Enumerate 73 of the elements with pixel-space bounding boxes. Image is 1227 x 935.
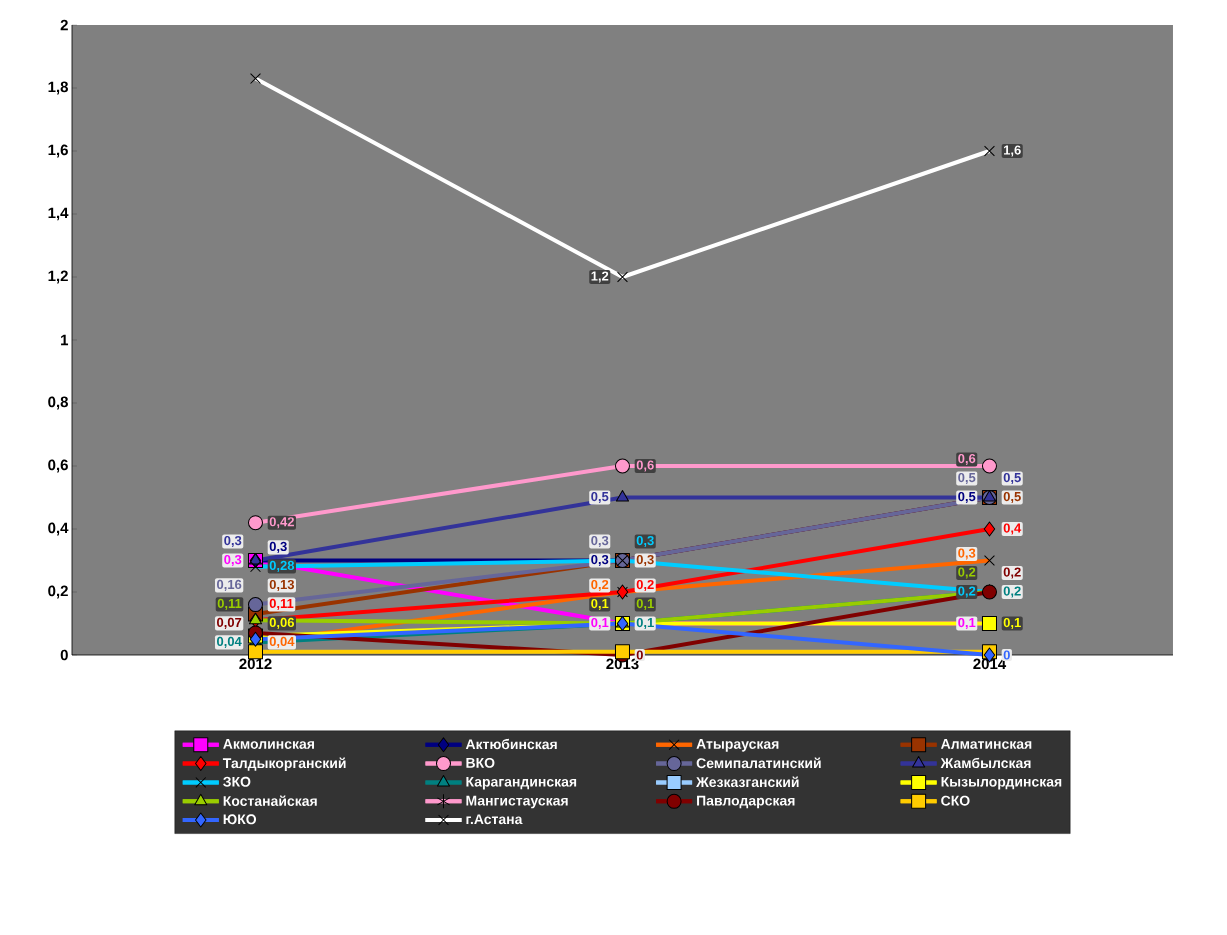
data-label: 0,1 [636, 598, 654, 611]
data-label: 0,1 [591, 598, 609, 611]
data-label: 0,04 [217, 636, 242, 648]
legend-label: Кызылординская [941, 776, 1062, 790]
data-label: 0,16 [217, 579, 242, 591]
y-tick-label: 1,8 [48, 81, 68, 95]
data-label: 1,2 [591, 271, 609, 283]
legend-label: ВКО [466, 757, 495, 768]
legend-label: Павлодарская [697, 795, 795, 809]
data-label: 0 [636, 650, 643, 660]
data-label: 0,07 [217, 617, 242, 629]
data-label: 0,1 [1003, 617, 1021, 630]
legend-label: Жамбылская [940, 757, 1031, 769]
y-tick-label: 1 [61, 334, 69, 346]
data-label: 0,3 [269, 541, 287, 553]
data-label: 0,6 [958, 453, 976, 466]
data-label: 0,2 [1003, 586, 1021, 598]
legend-label: Жезказганский [696, 776, 799, 788]
data-label: 0,3 [224, 535, 242, 548]
data-label: 0,1 [958, 617, 976, 630]
data-label: 0,6 [636, 460, 654, 472]
data-label: 0,1 [636, 617, 654, 630]
data-label: 0,3 [636, 535, 654, 548]
data-label: 0,06 [269, 617, 295, 629]
legend-label: Атырауская [696, 739, 779, 752]
data-label: 0,28 [269, 560, 295, 572]
legend-label: СКО [941, 795, 970, 806]
data-label: 0,5 [958, 491, 976, 504]
data-label: 0,3 [224, 554, 242, 567]
data-label: 0,2 [1003, 567, 1021, 579]
data-label: 0,3 [591, 554, 609, 567]
y-tick-label: 0,2 [48, 585, 68, 599]
data-label: 0,5 [1003, 472, 1021, 485]
legend-label: Карагандинская [466, 776, 577, 790]
data-label: 0,1 [591, 617, 609, 630]
y-tick-label: 0,4 [48, 522, 69, 536]
legend-label: Акмолинская [223, 739, 314, 749]
x-tick-label: 2014 [973, 658, 1007, 670]
legend-label: Алматинская [940, 739, 1032, 749]
data-label: 0,04 [269, 636, 295, 648]
y-tick-label: 0,6 [48, 459, 68, 473]
legend-label: ЮКО [223, 814, 257, 825]
data-label: 0,3 [636, 554, 654, 567]
data-label: 0,13 [269, 579, 295, 591]
legend-label: Талдыкорганский [222, 757, 346, 771]
y-tick-label: 1,6 [48, 144, 68, 158]
data-label: 0,5 [958, 472, 976, 485]
legend-label: ЗКО [223, 776, 251, 787]
x-tick-label: 2012 [239, 658, 272, 670]
data-label: 0,2 [636, 579, 654, 592]
data-label: 1,6 [1004, 145, 1021, 157]
y-tick-label: 0 [60, 649, 68, 661]
data-label: 0,11 [217, 598, 242, 610]
data-label: 0,11 [269, 598, 294, 610]
legend-label: Костанайская [223, 795, 317, 806]
data-label: 0,2 [591, 579, 609, 592]
legend-label: Актюбинская [465, 738, 557, 750]
y-tick-label: 2 [60, 19, 68, 31]
legend-label: г.Астана [466, 814, 523, 825]
y-tick-label: 1,2 [48, 270, 68, 284]
legend-label: Мангистауская [466, 795, 568, 809]
data-label: 0,4 [1003, 523, 1022, 535]
data-label: 0,3 [591, 535, 609, 548]
data-label: 0 [1003, 650, 1010, 660]
legend-label: Семипалатинский [696, 757, 821, 769]
data-label: 0,2 [958, 567, 976, 579]
data-label: 0,5 [591, 491, 609, 504]
data-label: 0,42 [269, 517, 294, 529]
data-label: 0,2 [958, 586, 976, 598]
y-tick-label: 1,4 [48, 207, 69, 221]
y-tick-label: 0,8 [48, 396, 68, 410]
data-label: 0,5 [1003, 491, 1021, 504]
data-label: 0,3 [958, 548, 976, 560]
